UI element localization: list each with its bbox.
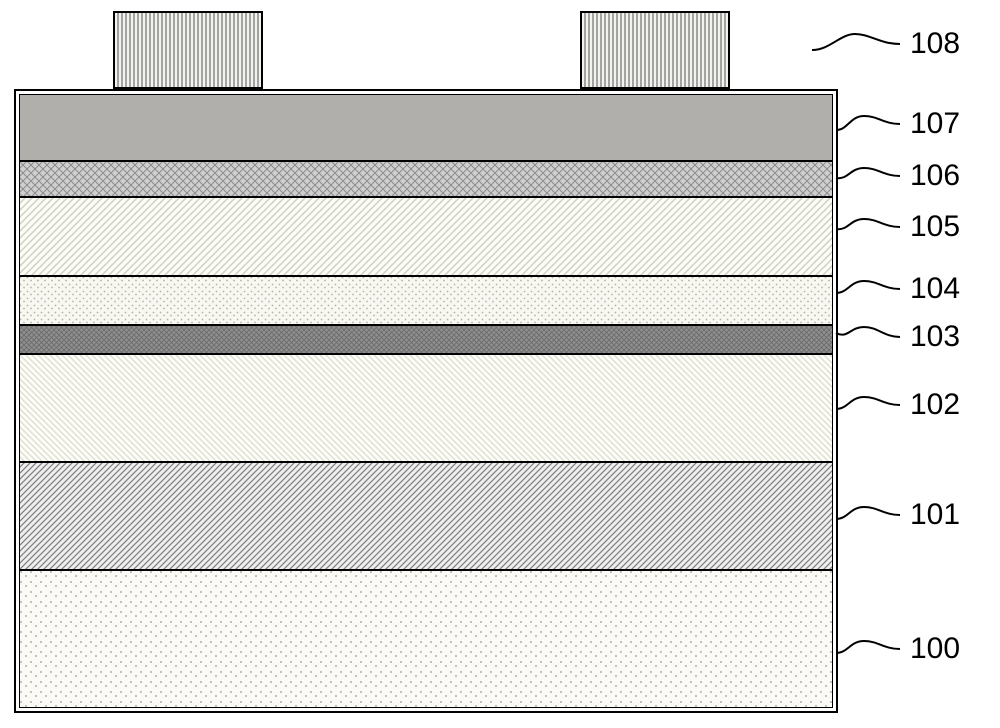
electrode-block-1 <box>113 11 263 89</box>
layer-103 <box>19 325 833 354</box>
leader-104 <box>836 281 900 293</box>
label-100: 100 <box>910 632 960 666</box>
layer-106 <box>19 161 833 197</box>
label-108: 108 <box>910 27 960 61</box>
label-105: 105 <box>910 210 960 244</box>
leader-107 <box>836 116 900 130</box>
leader-102 <box>836 397 900 409</box>
layer-104 <box>19 276 833 325</box>
layer-105 <box>19 197 833 276</box>
label-107: 107 <box>910 107 960 141</box>
leader-101 <box>836 507 900 519</box>
label-101: 101 <box>910 498 960 532</box>
layer-101 <box>19 462 833 570</box>
leader-105 <box>836 219 900 229</box>
leader-103 <box>836 327 900 337</box>
leader-106 <box>836 168 900 178</box>
label-103: 103 <box>910 320 960 354</box>
layer-100 <box>19 570 833 708</box>
diagram-stage: 108 107 106 105 104 103 102 101 100 <box>0 0 1000 728</box>
label-102: 102 <box>910 388 960 422</box>
label-104: 104 <box>910 272 960 306</box>
label-106: 106 <box>910 159 960 193</box>
electrode-block-2 <box>580 11 730 89</box>
leader-100 <box>836 641 900 653</box>
layer-107 <box>19 94 833 161</box>
leader-108 <box>812 34 900 50</box>
layer-102 <box>19 354 833 462</box>
